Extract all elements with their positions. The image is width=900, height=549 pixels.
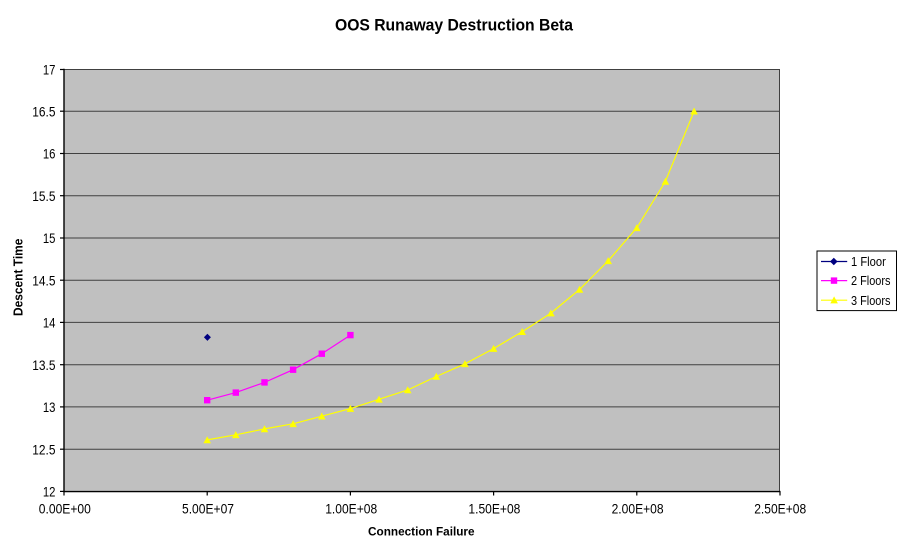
svg-text:13.5: 13.5 <box>32 358 55 373</box>
svg-text:12.5: 12.5 <box>32 442 55 457</box>
svg-text:12: 12 <box>43 485 56 500</box>
svg-text:Descent Time: Descent Time <box>12 239 26 316</box>
svg-text:1.50E+08: 1.50E+08 <box>468 502 520 517</box>
svg-text:15.5: 15.5 <box>32 189 55 204</box>
svg-text:2 Floors: 2 Floors <box>851 274 891 288</box>
svg-text:16: 16 <box>43 147 56 162</box>
svg-text:0.00E+00: 0.00E+00 <box>39 502 91 517</box>
svg-text:2.00E+08: 2.00E+08 <box>612 502 664 517</box>
svg-text:14: 14 <box>43 316 56 331</box>
svg-text:16.5: 16.5 <box>32 104 55 119</box>
svg-text:1 Floor: 1 Floor <box>851 255 886 269</box>
svg-text:14.5: 14.5 <box>32 273 55 288</box>
svg-text:5.00E+07: 5.00E+07 <box>182 502 234 517</box>
svg-text:17: 17 <box>43 63 56 78</box>
svg-text:15: 15 <box>43 231 56 246</box>
svg-text:13: 13 <box>43 400 56 415</box>
svg-text:OOS Runaway Destruction Beta: OOS Runaway Destruction Beta <box>335 15 574 34</box>
svg-text:2.50E+08: 2.50E+08 <box>754 502 806 517</box>
svg-text:3 Floors: 3 Floors <box>851 294 891 308</box>
svg-text:Connection Failure: Connection Failure <box>368 525 475 539</box>
svg-text:1.00E+08: 1.00E+08 <box>325 502 377 517</box>
